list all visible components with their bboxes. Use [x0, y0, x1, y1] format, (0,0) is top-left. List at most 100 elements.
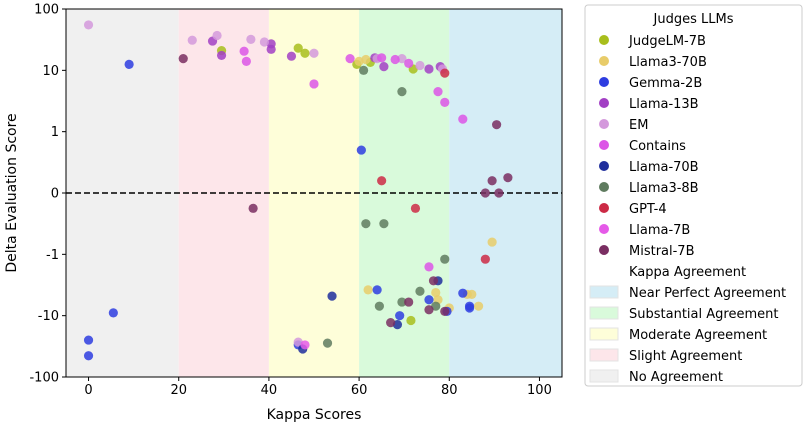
legend-label-llama3-70b: Llama3-70B: [629, 55, 707, 70]
legend-label-llama-70b: Llama-70B: [629, 160, 699, 175]
x-tick-label: 60: [351, 383, 368, 398]
legend-marker-llama3-8b: [599, 182, 609, 192]
legend-label-judgelm-7b: JudgeLM-7B: [628, 34, 706, 49]
point-llama-13b: [286, 51, 297, 61]
legend-marker-llama-7b: [599, 224, 609, 234]
point-gemma-2b: [83, 335, 94, 345]
x-axis-ticks: 0 20 40 60 80 100: [84, 377, 552, 398]
legend-marker-contains: [599, 140, 609, 150]
point-mistral-7b: [386, 318, 396, 328]
point-llama3-8b: [440, 254, 450, 264]
y-tick-label: 1: [51, 125, 59, 140]
point-mistral-7b: [492, 120, 502, 130]
legend-swatch-slight-agreement: [589, 348, 619, 362]
x-tick-label: 100: [527, 383, 552, 398]
x-axis-label: Kappa Scores: [267, 407, 362, 423]
point-em: [415, 60, 425, 71]
point-contains: [390, 54, 400, 65]
point-llama3-8b: [397, 297, 407, 307]
point-llama-70b: [327, 291, 337, 301]
y-tick-label: -100: [29, 371, 59, 386]
point-mistral-7b: [487, 176, 497, 186]
y-axis-label: Delta Evaluation Score: [4, 113, 20, 272]
point-mistral-7b: [178, 54, 188, 64]
legend-band-label-moderate-agreement: Moderate Agreement: [629, 328, 767, 343]
legend-band-label-near-perfect-agreement: Near Perfect Agreement: [629, 286, 786, 301]
legend-marker-llama-70b: [599, 161, 609, 171]
point-contains: [424, 262, 434, 272]
legend-marker-em: [599, 119, 609, 129]
point-contains: [404, 58, 414, 68]
point-gemma-2b: [124, 59, 134, 69]
point-mistral-7b: [428, 276, 439, 286]
point-judgelm-7b: [406, 315, 416, 326]
point-llama3-8b: [361, 219, 371, 229]
legend-marker-llama-13b: [599, 98, 609, 108]
point-gemma-2b: [83, 351, 94, 361]
point-contains: [239, 46, 249, 56]
legend-label-gpt-4: GPT-4: [629, 202, 667, 217]
point-contains: [440, 97, 450, 108]
legend-band-label-no-agreement: No Agreement: [629, 370, 723, 385]
point-em: [187, 35, 197, 45]
point-llama3-8b: [374, 301, 384, 311]
point-llama3-70b: [431, 287, 441, 298]
point-gemma-2b: [372, 285, 382, 295]
point-em: [259, 37, 269, 47]
legend-label-contains: Contains: [629, 139, 686, 154]
legend-swatch-moderate-agreement: [589, 327, 619, 341]
legend-label-gemma-2b: Gemma-2B: [629, 76, 702, 91]
legend-frame: [584, 4, 803, 387]
point-llama3-70b: [361, 54, 371, 65]
legend-label-llama3-8b: Llama3-8B: [629, 181, 699, 196]
point-llama3-8b: [379, 219, 389, 229]
point-mistral-7b: [480, 188, 490, 198]
y-tick-label: -10: [38, 309, 59, 324]
legend-title: Judges LLMs: [653, 12, 734, 27]
point-llama3-8b: [397, 87, 407, 97]
legend-marker-llama3-70b: [599, 56, 609, 66]
point-llama3-8b: [359, 65, 369, 75]
point-contains: [377, 53, 387, 63]
point-gemma-2b: [395, 311, 405, 321]
legend-marker-mistral-7b: [599, 245, 609, 255]
legend-bands-title: Kappa Agreement: [629, 265, 746, 280]
legend-label-mistral-7b: Mistral-7B: [629, 244, 695, 259]
point-contains: [433, 87, 443, 97]
legend-band-label-slight-agreement: Slight Agreement: [629, 349, 742, 364]
legend-swatch-no-agreement: [589, 369, 619, 383]
legend-marker-judgelm-7b: [599, 35, 609, 45]
point-em: [83, 20, 94, 30]
y-tick-label: 100: [34, 3, 59, 18]
point-contains: [345, 54, 355, 64]
point-llama-13b: [379, 62, 389, 72]
point-em: [397, 54, 407, 64]
legend-label-llama-13b: Llama-13B: [629, 97, 699, 112]
point-llama-13b: [216, 50, 227, 61]
point-mistral-7b: [404, 297, 414, 307]
point-judgelm-7b: [293, 43, 303, 53]
legend-marker-gpt-4: [599, 203, 609, 213]
legend-marker-gemma-2b: [599, 77, 609, 87]
x-tick-label: 80: [441, 383, 458, 398]
point-llama3-8b: [431, 301, 441, 311]
legend-swatch-substantial-agreement: [589, 306, 619, 320]
point-gpt-4: [410, 203, 421, 213]
point-mistral-7b: [503, 173, 513, 183]
point-gemma-2b: [108, 308, 118, 318]
point-llama3-70b: [487, 237, 497, 247]
y-tick-label: 10: [42, 64, 59, 79]
point-contains: [309, 79, 319, 89]
point-mistral-7b: [424, 305, 434, 315]
point-mistral-7b: [494, 188, 504, 198]
legend-label-em: EM: [629, 118, 648, 133]
point-llama3-70b: [363, 285, 373, 295]
point-judgelm-7b: [300, 48, 310, 58]
point-gemma-2b: [464, 303, 475, 313]
point-contains: [241, 56, 251, 66]
point-llama3-70b: [473, 301, 484, 311]
point-contains: [458, 114, 468, 124]
